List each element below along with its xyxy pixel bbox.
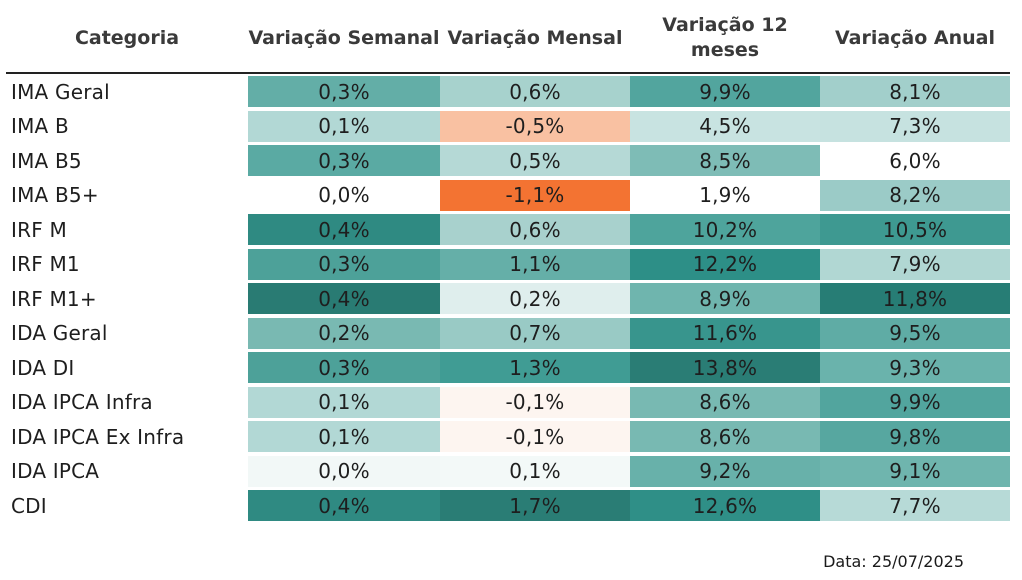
table-row: CDI 0,4% 1,7% 12,6% 7,7%: [6, 488, 1010, 523]
value-cell: 9,9%: [630, 76, 820, 107]
table-row: IRF M 0,4% 0,6% 10,2% 10,5%: [6, 212, 1010, 247]
value-cell: 0,3%: [248, 145, 440, 176]
category-label: IMA B5+: [11, 183, 99, 207]
value-cell: 12,2%: [630, 248, 820, 280]
value-cell: 0,3%: [248, 76, 440, 107]
value-cell: 7,3%: [820, 110, 1010, 142]
category-label: IDA IPCA Infra: [11, 390, 153, 414]
heatmap-table: Categoria Variação Semanal Variação Mens…: [6, 0, 1010, 523]
value-cell: 7,7%: [820, 490, 1010, 521]
value-cell: 12,6%: [630, 490, 820, 521]
header-categoria: Categoria: [74, 26, 180, 49]
category-label: IMA Geral: [11, 79, 110, 104]
value-cell: 0,6%: [440, 76, 630, 107]
table-row: IDA IPCA 0,0% 0,1% 9,2% 9,1%: [6, 454, 1010, 489]
value-cell: -0,1%: [440, 386, 630, 418]
value-cell: -0,1%: [440, 421, 630, 452]
value-cell: 11,6%: [630, 317, 820, 349]
value-cell: 7,9%: [820, 248, 1010, 280]
value-cell: 8,2%: [820, 179, 1010, 211]
value-cell: 0,1%: [248, 386, 440, 418]
value-cell: 9,1%: [820, 455, 1010, 487]
value-cell: 0,3%: [248, 352, 440, 383]
value-cell: 10,5%: [820, 214, 1010, 245]
value-cell: 0,1%: [440, 455, 630, 487]
category-label: IRF M1+: [11, 286, 97, 311]
header-variacao-mensal: Variação Mensal: [447, 26, 623, 49]
category-label: IRF M1: [11, 252, 80, 276]
table-row: IDA DI 0,3% 1,3% 13,8% 9,3%: [6, 350, 1010, 385]
value-cell: 0,4%: [248, 283, 440, 314]
category-label: IMA B5: [11, 148, 82, 173]
date-note: Data: 25/07/2025: [823, 552, 964, 571]
value-cell: 0,6%: [440, 214, 630, 245]
table-row: IMA B5+ 0,0% -1,1% 1,9% 8,2%: [6, 178, 1010, 213]
table-header: Categoria Variação Semanal Variação Mens…: [6, 0, 1010, 74]
value-cell: 8,6%: [630, 421, 820, 452]
value-cell: 1,9%: [630, 179, 820, 211]
table-row: IRF M1 0,3% 1,1% 12,2% 7,9%: [6, 247, 1010, 282]
table-row: IDA IPCA Ex Infra 0,1% -0,1% 8,6% 9,8%: [6, 419, 1010, 454]
category-label: IDA IPCA Ex Infra: [11, 424, 185, 449]
value-cell: 0,4%: [248, 214, 440, 245]
value-cell: 11,8%: [820, 283, 1010, 314]
value-cell: 0,0%: [248, 455, 440, 487]
value-cell: 0,7%: [440, 317, 630, 349]
value-cell: 9,5%: [820, 317, 1010, 349]
table-row: IDA Geral 0,2% 0,7% 11,6% 9,5%: [6, 316, 1010, 351]
value-cell: -0,5%: [440, 110, 630, 142]
category-label: IDA IPCA: [11, 459, 100, 483]
value-cell: 0,3%: [248, 248, 440, 280]
table-body: IMA Geral 0,3% 0,6% 9,9% 8,1% IMA B 0,1% -0,5% 4…: [6, 74, 1010, 523]
value-cell: 8,6%: [630, 386, 820, 418]
value-cell: 0,4%: [248, 490, 440, 521]
value-cell: 0,1%: [248, 110, 440, 142]
value-cell: 0,2%: [248, 317, 440, 349]
value-cell: 8,5%: [630, 145, 820, 176]
value-cell: 8,1%: [820, 76, 1010, 107]
value-cell: 4,5%: [630, 110, 820, 142]
header-variacao-semanal: Variação Semanal: [248, 26, 440, 49]
value-cell: 9,3%: [820, 352, 1010, 383]
header-variacao-12-meses: Variação 12 meses: [662, 14, 788, 61]
category-label: IRF M: [11, 217, 67, 242]
value-cell: -1,1%: [440, 179, 630, 211]
value-cell: 1,3%: [440, 352, 630, 383]
category-label: CDI: [11, 493, 47, 518]
table-row: IMA B 0,1% -0,5% 4,5% 7,3%: [6, 109, 1010, 144]
value-cell: 0,0%: [248, 179, 440, 211]
value-cell: 6,0%: [820, 145, 1010, 176]
category-label: IDA Geral: [11, 321, 108, 345]
table-row: IMA Geral 0,3% 0,6% 9,9% 8,1%: [6, 74, 1010, 109]
value-cell: 13,8%: [630, 352, 820, 383]
table-row: IDA IPCA Infra 0,1% -0,1% 8,6% 9,9%: [6, 385, 1010, 420]
category-label: IMA B: [11, 114, 69, 138]
value-cell: 9,2%: [630, 455, 820, 487]
value-cell: 0,1%: [248, 421, 440, 452]
value-cell: 0,5%: [440, 145, 630, 176]
value-cell: 9,8%: [820, 421, 1010, 452]
table-row: IMA B5 0,3% 0,5% 8,5% 6,0%: [6, 143, 1010, 178]
value-cell: 8,9%: [630, 283, 820, 314]
value-cell: 0,2%: [440, 283, 630, 314]
header-variacao-anual: Variação Anual: [834, 26, 996, 49]
value-cell: 1,7%: [440, 490, 630, 521]
value-cell: 9,9%: [820, 386, 1010, 418]
value-cell: 1,1%: [440, 248, 630, 280]
category-label: IDA DI: [11, 355, 75, 380]
value-cell: 10,2%: [630, 214, 820, 245]
table-row: IRF M1+ 0,4% 0,2% 8,9% 11,8%: [6, 281, 1010, 316]
